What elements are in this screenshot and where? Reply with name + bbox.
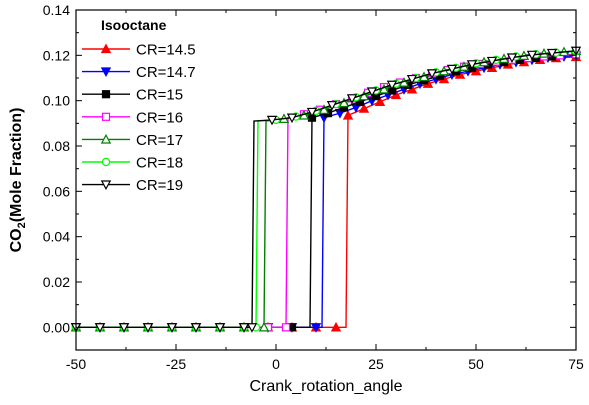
y-tick-label: 0.02 [43, 274, 70, 290]
data-point [281, 323, 291, 332]
data-point [546, 48, 558, 59]
legend-marker [100, 133, 112, 144]
data-point [358, 103, 370, 113]
legend: Isooctane CR=14.5 CR=14.7 CR=15 CR=16 CR=17 C… [82, 17, 196, 194]
data-point [94, 323, 106, 333]
data-point [190, 323, 202, 333]
legend-item: CR=14.7 [82, 64, 196, 81]
x-tick-label: -50 [66, 356, 86, 372]
y-tick-label: 0.04 [43, 229, 70, 245]
legend-label: CR=17 [136, 132, 183, 149]
data-point [246, 323, 258, 333]
y-axis-title: CO2(Mole Fraction) [8, 108, 28, 253]
data-point [390, 89, 402, 100]
data-point [142, 323, 154, 333]
legend-marker [101, 112, 111, 121]
x-tick-label: 0 [272, 356, 280, 372]
data-point [266, 115, 278, 126]
legend-item: CR=19 [82, 177, 183, 194]
legend-label: CR=19 [136, 177, 183, 194]
x-axis-title: Crank_rotation_angle [250, 378, 403, 395]
data-point [406, 83, 418, 94]
data-point [214, 323, 226, 333]
legend-label: CR=14.7 [136, 64, 196, 81]
data-point [426, 69, 438, 79]
y-tick-label: 0.08 [43, 138, 70, 154]
data-point [526, 50, 538, 61]
legend-marker [100, 180, 112, 191]
legend-marker [101, 157, 111, 167]
data-point [166, 323, 178, 333]
series-layer [70, 45, 582, 333]
legend-marker [101, 90, 111, 99]
data-point [326, 101, 338, 111]
legend-item: CR=15 [82, 87, 183, 104]
legend-label: CR=16 [136, 109, 183, 126]
legend-marker [100, 67, 112, 78]
x-tick-label: 75 [568, 356, 584, 372]
legend-label: CR=18 [136, 155, 183, 172]
y-axis-title-main: CO [8, 228, 25, 252]
data-point [258, 321, 270, 332]
data-point [374, 96, 386, 106]
x-tick-label: 50 [468, 356, 484, 372]
legend-label: CR=14.5 [136, 42, 196, 59]
data-point [310, 323, 322, 333]
data-point [486, 56, 498, 67]
y-tick-label: 0.06 [43, 183, 70, 199]
x-tick-label: 25 [368, 356, 384, 372]
series-line [76, 50, 577, 329]
data-point [466, 60, 478, 70]
data-point [286, 113, 298, 124]
y-tick-label: 0.10 [43, 93, 70, 109]
legend-label: CR=15 [136, 87, 183, 104]
data-point [306, 107, 318, 118]
data-point [346, 94, 358, 104]
y-tick-label: 0.12 [43, 47, 70, 63]
data-point [118, 323, 130, 333]
legend-item: CR=17 [82, 132, 183, 149]
data-point [342, 109, 354, 120]
y-axis-title-rest: (Mole Fraction) [8, 108, 25, 223]
legend-marker [100, 43, 112, 54]
y-tick-label: 0.14 [43, 2, 70, 18]
data-point [366, 87, 378, 98]
legend-item: CR=18 [82, 155, 183, 172]
data-point [386, 80, 398, 91]
legend-item: CR=14.5 [82, 42, 196, 59]
data-point [238, 323, 250, 333]
y-axis-title-subscript: 2 [16, 222, 28, 228]
data-point [330, 321, 342, 332]
y-tick-label: 0.00 [43, 319, 70, 335]
data-point [406, 74, 418, 85]
x-tick-label: -25 [166, 356, 186, 372]
data-point [506, 53, 518, 64]
series-7 [70, 46, 582, 333]
data-point [446, 64, 458, 75]
legend-title: Isooctane [101, 17, 167, 33]
legend-item: CR=16 [82, 109, 183, 126]
axes: -50 -25 0 25 50 75 0.00 0.02 0.04 0.06 0.08 0.10 0.1… [43, 2, 584, 372]
